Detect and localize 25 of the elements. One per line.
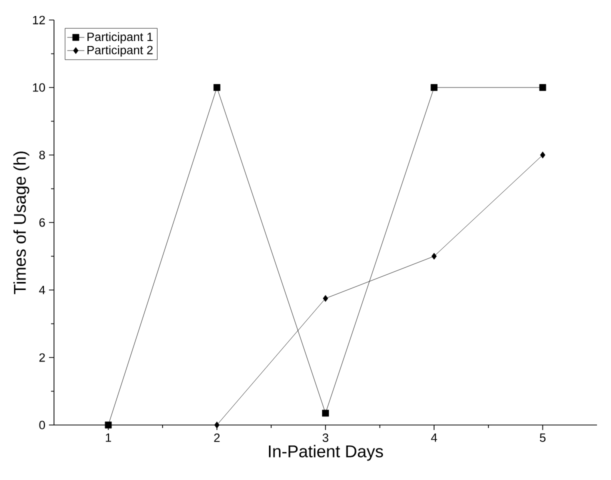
point: [214, 422, 220, 428]
y-tick-label: 2: [39, 353, 45, 362]
x-tick-label: 1: [106, 434, 112, 442]
point: [322, 410, 329, 417]
x-tick-label: 4: [431, 434, 438, 442]
y-axis-title: Times of Usage (h): [13, 152, 30, 294]
point: [540, 152, 546, 158]
point: [539, 84, 546, 91]
legend-label: Participant 1: [88, 32, 153, 44]
x-tick-label: 2: [214, 434, 220, 442]
y-tick-label: 12: [33, 16, 45, 24]
x-tick-label: 3: [322, 434, 328, 442]
y-tick-label: 6: [39, 218, 45, 227]
y-tick-label: 10: [33, 83, 45, 92]
point: [104, 422, 112, 428]
y-tick-label: 0: [39, 420, 46, 430]
y-tick-label: 4: [39, 286, 46, 294]
y-tick-label: 8: [39, 150, 45, 160]
point: [430, 84, 438, 91]
x-tick-label: 5: [540, 434, 546, 442]
point: [214, 84, 220, 91]
point: [432, 252, 437, 260]
legend-label: Participant 2: [88, 46, 153, 57]
x-axis-title: In-Patient Days: [268, 444, 383, 461]
point: [322, 295, 328, 302]
